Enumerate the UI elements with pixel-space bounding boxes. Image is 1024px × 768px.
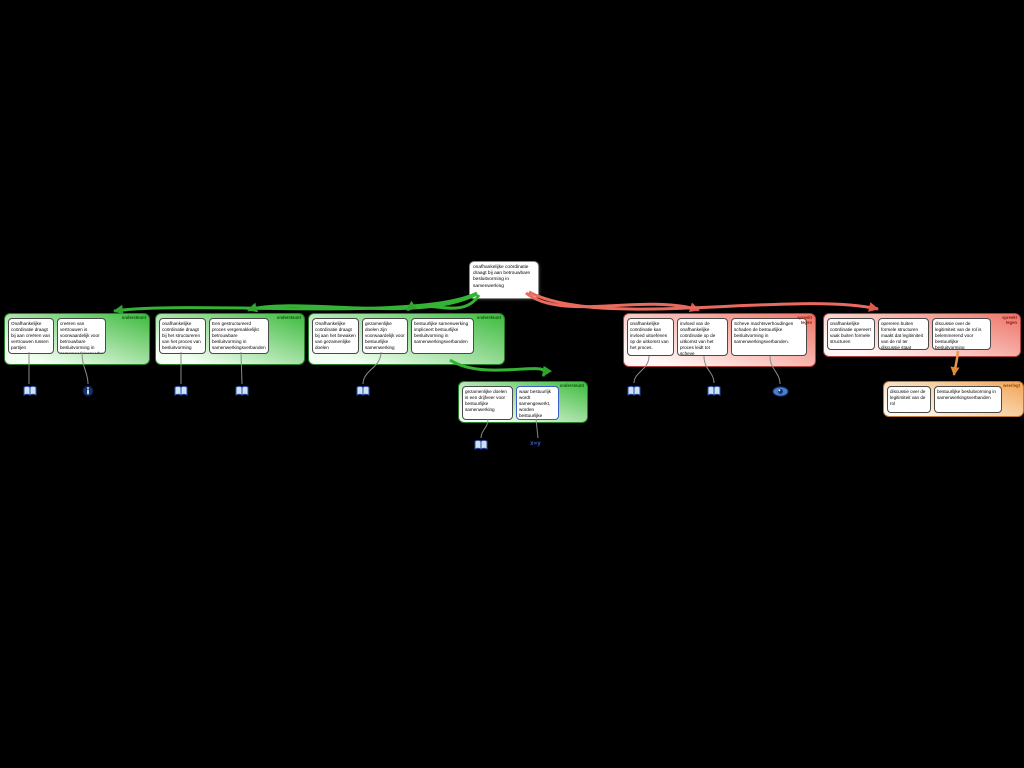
premise-box[interactable]: discussie over de legitimiteit van de ro… [887,386,931,413]
premise-text: Onafhankelijke coördinatie draagt bij aa… [11,321,51,351]
premise-box[interactable]: bestuurlijke samenwerking impliceert bes… [411,318,474,354]
premise-box[interactable]: bestuurlijke besluitvorming in samenwerk… [934,386,1002,413]
definition-icon[interactable]: x=y [530,440,541,447]
open-book-icon[interactable] [356,385,370,397]
open-book-icon[interactable] [707,385,721,397]
premise-box[interactable]: onafhankelijke coördinatie draagt bij he… [159,318,206,354]
relation-label: ondersteunt [276,315,301,320]
premise-box-selected[interactable]: waar bestuurlijk wordt samengewerkt, wor… [516,386,559,420]
premise-box[interactable]: onafhankelijke coördinatie kan invloed u… [627,318,674,356]
info-icon[interactable] [82,385,94,397]
support-link-1 [113,291,478,315]
oppose-group-2[interactable]: onafhankelijke coördinatie opereert vaak… [823,313,1021,357]
premise-box[interactable]: creëren van vertrouwen is voorwaardelijk… [57,318,106,354]
premise-text: onafhankelijke coördinatie kan invloed u… [630,321,669,351]
premise-text: Onafhankelijke coördinatie draagt bij aa… [315,321,356,351]
relation-label: ondersteunt [121,315,146,320]
premise-box[interactable]: Een gestructureerd proces vergemakkelijk… [209,318,269,354]
premise-box[interactable]: gezamenlijke doelen is een drijfveer voo… [462,386,513,420]
premise-text: discussie over de legitimiteit van de ro… [890,389,926,407]
relation-label: ondersteunt [476,315,501,320]
open-book-icon[interactable] [474,439,488,451]
premise-text: Een gestructureerd proces vergemakkelijk… [212,321,266,351]
premise-text: Scheve machtsverhoudingen schaden de bes… [734,321,794,345]
open-book-icon[interactable] [627,385,641,397]
root-claim-node[interactable]: onafhankelijke coördinatie draagt bij aa… [469,261,539,299]
premise-text: gezamenlijke doelen zijn voorwaardelijk … [365,321,405,351]
support-link-2 [247,292,478,313]
premise-text: invloed van de onafhankelijke coördinati… [680,321,716,356]
relation-label: weerlegt [1003,383,1020,388]
premise-box[interactable]: gezamenlijke doelen zijn voorwaardelijk … [362,318,408,354]
premise-box[interactable]: opereren buiten formele structuren maakt… [878,318,929,350]
premise-text: gezamenlijke doelen is een drijfveer voo… [465,389,507,413]
premise-box[interactable]: invloed van de onafhankelijke coördinati… [677,318,728,356]
oppose-link-2 [528,290,879,312]
premise-box[interactable]: Onafhankelijke coördinatie draagt bij aa… [8,318,54,354]
premise-text: creëren van vertrouwen is voorwaardelijk… [60,321,106,354]
root-claim-text: onafhankelijke coördinatie draagt bij aa… [473,265,531,289]
rebut-group[interactable]: discussie over de legitimiteit van de ro… [883,381,1024,417]
support-group-3[interactable]: Onafhankelijke coördinatie draagt bij aa… [308,313,505,365]
support-subgroup[interactable]: gezamenlijke doelen is een drijfveer voo… [458,381,588,423]
eye-icon[interactable] [772,386,789,397]
premise-text: onafhankelijke coördinatie opereert vaak… [830,321,871,345]
premise-box[interactable]: onafhankelijke coördinatie opereert vaak… [827,318,875,350]
premise-text: discussie over de legitimiteit van de ro… [935,321,982,350]
support-link-3 [406,294,481,312]
relation-label: spreekt tegen [797,315,812,325]
open-book-icon[interactable] [235,385,249,397]
relation-label: spreekt tegen [1002,315,1017,325]
oppose-group-1[interactable]: onafhankelijke coördinatie kan invloed u… [623,313,816,367]
premise-text: waar bestuurlijk wordt samengewerkt, wor… [519,389,551,419]
premise-text: bestuurlijke besluitvorming in samenwerk… [937,389,996,401]
oppose-link-1 [525,291,700,313]
premise-box[interactable]: discussie over de legitimiteit van de ro… [932,318,991,350]
premise-text: bestuurlijke samenwerking impliceert bes… [414,321,469,345]
premise-box[interactable]: Onafhankelijke coördinatie draagt bij aa… [312,318,359,354]
premise-text: onafhankelijke coördinatie draagt bij he… [162,321,201,351]
support-group-2[interactable]: onafhankelijke coördinatie draagt bij he… [155,313,305,365]
support-group-1[interactable]: Onafhankelijke coördinatie draagt bij aa… [4,313,150,365]
relation-label: ondersteunt [559,383,584,388]
premise-text: opereren buiten formele structuren maakt… [881,321,923,350]
open-book-icon[interactable] [174,385,188,397]
premise-box[interactable]: Scheve machtsverhoudingen schaden de bes… [731,318,807,356]
open-book-icon[interactable] [23,385,37,397]
